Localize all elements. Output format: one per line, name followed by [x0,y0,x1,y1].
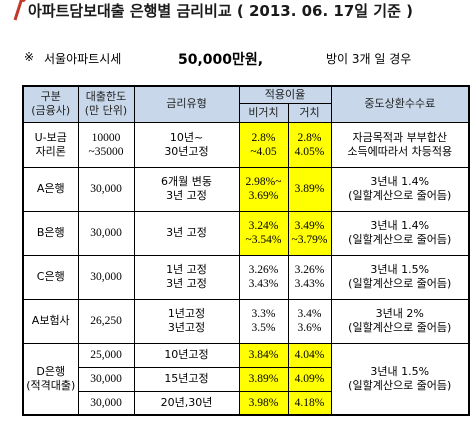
table-row: U-보금 자리론 10000 ~35000 10년~ 30년고정 2.8% ~4… [22,121,470,168]
row-non-deferred: 2.8% ~4.05 [238,121,289,168]
row-name: C은행 [22,254,79,300]
row-fee: 3년내 1.4% (일할계산으로 줄어듬) [330,210,470,256]
table-row: A은행 30,000 6개월 변동 3년 고정 2.98%~ 3.69% 3.8… [22,166,470,212]
price-value: 50,000만원, [178,52,264,68]
row-limit: 26,250 [77,298,135,344]
header-early-fee: 중도상환수수료 [330,85,470,123]
table-row: B은행 30,000 3년 고정 3.24% ~3.54% 3.49% ~3.7… [22,210,470,256]
row-type: 6개월 변동 3년 고정 [133,166,240,212]
city-price-label: 서울아파트시세 [44,52,122,66]
header-rate-type: 금리유형 [133,85,240,123]
row-deferred: 4.09% [287,366,332,392]
rate-table: 구분 (금융사) 대출한도 (만 단위) 금리유형 적용이율 중도상환수수료 비… [22,85,471,416]
row-non-deferred: 3.98% [238,390,289,416]
row-name: A은행 [22,166,79,212]
header-category: 구분 (금융사) [22,85,79,123]
row-fee: 자금목적과 부부합산 소득에따라서 차등적용 [330,121,470,168]
table-row: 30,000 20년,30년 3.98% 4.18% [23,390,469,416]
row-type: 10년고정 [133,342,240,368]
row-deferred: 3.4% 3.6% [287,298,332,344]
row-limit: 30,000 [77,254,135,300]
row-type: 3년 고정 [133,210,240,256]
header-deferred: 거치 [287,102,332,123]
row-type: 1년고정 3년고정 [133,298,240,344]
table-row: A보험사 26,250 1년고정 3년고정 3.3% 3.5% 3.4% 3.6… [22,298,470,344]
room-condition: 방이 3개 일 경우 [326,52,412,66]
title-row: 아파트담보대출 은행별 금리비교 ( 2013. 06. 17일 기준 ) [0,0,474,24]
row-deferred: 2.8% 4.05% [287,121,332,168]
row-limit: 30,000 [77,390,135,416]
row-limit: 25,000 [77,342,135,368]
row-non-deferred: 2.98%~ 3.69% [238,166,289,212]
row-deferred: 3.49% ~3.79% [287,210,332,256]
row-type: 1년 고정 3년 고정 [133,254,240,300]
row-name: U-보금 자리론 [22,121,79,168]
row-name: D은행 (적격대출) [22,342,79,416]
page-title: 아파트담보대출 은행별 금리비교 ( 2013. 06. 17일 기준 ) [28,2,413,20]
table-row: D은행 (적격대출) 25,000 10년고정 3.84% 4.04% 3년내 … [22,342,470,416]
row-type: 10년~ 30년고정 [133,121,240,168]
row-deferred: 4.18% [287,390,332,416]
row-fee: 3년내 1.5% (일할계산으로 줄어듬) [330,254,470,300]
pin-icon [13,0,26,21]
row-fee: 3년내 2% (일할계산으로 줄어듬) [330,298,470,344]
note-mark: ※ [24,50,35,64]
row-deferred: 3.26% 3.43% [287,254,332,300]
row-limit: 30,000 [77,166,135,212]
row-non-deferred: 3.84% [238,342,289,368]
row-name: B은행 [22,210,79,256]
row-non-deferred: 3.3% 3.5% [238,298,289,344]
table-row: C은행 30,000 1년 고정 3년 고정 3.26% 3.43% 3.26%… [22,254,470,300]
row-name: A보험사 [22,298,79,344]
info-row: ※ 서울아파트시세 50,000만원, 방이 3개 일 경우 [0,50,474,68]
header-non-deferred: 비거치 [238,102,289,123]
row-fee: 3년내 1.5% (일할계산으로 줄어듬) [330,342,470,416]
row-deferred: 3.89% [287,166,332,212]
table-row: 30,000 15년고정 3.89% 4.09% [23,366,469,392]
row-limit: 30,000 [77,210,135,256]
row-deferred: 4.04% [287,342,332,368]
row-non-deferred: 3.24% ~3.54% [238,210,289,256]
row-non-deferred: 3.26% 3.43% [238,254,289,300]
header-applied-rate: 적용이율 [238,85,332,104]
header-limit: 대출한도 (만 단위) [77,85,135,123]
row-non-deferred: 3.89% [238,366,289,392]
row-limit: 10000 ~35000 [77,121,135,168]
row-fee: 3년내 1.4% (일할계산으로 줄어듬) [330,166,470,212]
row-type: 20년,30년 [133,390,240,416]
row-limit: 30,000 [77,366,135,392]
row-type: 15년고정 [133,366,240,392]
